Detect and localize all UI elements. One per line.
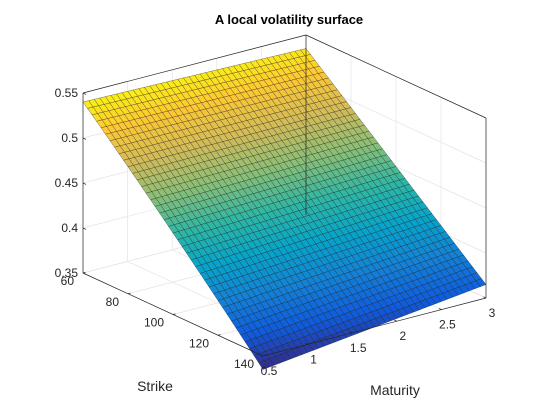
y-tick-label: 80 bbox=[106, 295, 120, 309]
z-tick-mark bbox=[82, 272, 87, 275]
z-tick-label: 0.55 bbox=[55, 86, 79, 100]
z-tick-mark bbox=[82, 227, 87, 230]
axes-box-edge bbox=[305, 34, 487, 119]
z-tick-mark bbox=[82, 137, 87, 140]
x-tick-label: 2 bbox=[399, 329, 406, 343]
x-tick-mark bbox=[260, 354, 264, 357]
chart-title: A local volatility surface bbox=[215, 12, 363, 27]
x-tick-mark bbox=[483, 296, 487, 299]
x-tick-label: 0.5 bbox=[261, 364, 278, 378]
surface-cell bbox=[258, 360, 269, 370]
y-axis-label: Strike bbox=[137, 378, 173, 394]
x-tick-label: 1.5 bbox=[350, 341, 367, 355]
x-tick-mark bbox=[304, 342, 308, 345]
z-tick-label: 0.5 bbox=[61, 131, 78, 145]
x-tick-label: 2.5 bbox=[439, 318, 456, 332]
y-tick-label: 120 bbox=[189, 336, 209, 350]
axis-ticks: 0.5 1 1.5 2 2.5 3 60 80 100 120 140 0.35 0.4 0.45 0.5 0… bbox=[55, 86, 496, 378]
y-tick-label: 60 bbox=[61, 274, 75, 288]
x-tick-mark bbox=[438, 308, 442, 310]
z-tick-label: 0.4 bbox=[61, 221, 78, 235]
y-tick-label: 140 bbox=[234, 357, 254, 371]
y-tick-label: 100 bbox=[144, 316, 164, 330]
volatility-surface bbox=[82, 48, 487, 370]
z-tick-label: 0.35 bbox=[55, 266, 79, 280]
z-tick-mark bbox=[82, 92, 87, 95]
x-tick-mark bbox=[349, 331, 353, 334]
x-tick-label: 3 bbox=[489, 306, 496, 320]
y-tick-mark bbox=[172, 313, 176, 315]
x-tick-mark bbox=[394, 319, 397, 322]
y-tick-mark bbox=[217, 334, 221, 336]
axes-box-edge bbox=[82, 34, 307, 94]
z-tick-mark bbox=[82, 182, 87, 185]
x-tick-label: 1 bbox=[310, 352, 317, 366]
y-tick-mark bbox=[262, 355, 266, 357]
axes-box-edge bbox=[262, 297, 487, 357]
x-axis-label: Maturity bbox=[370, 382, 420, 398]
z-tick-label: 0.45 bbox=[55, 176, 79, 190]
y-tick-mark bbox=[127, 292, 131, 295]
